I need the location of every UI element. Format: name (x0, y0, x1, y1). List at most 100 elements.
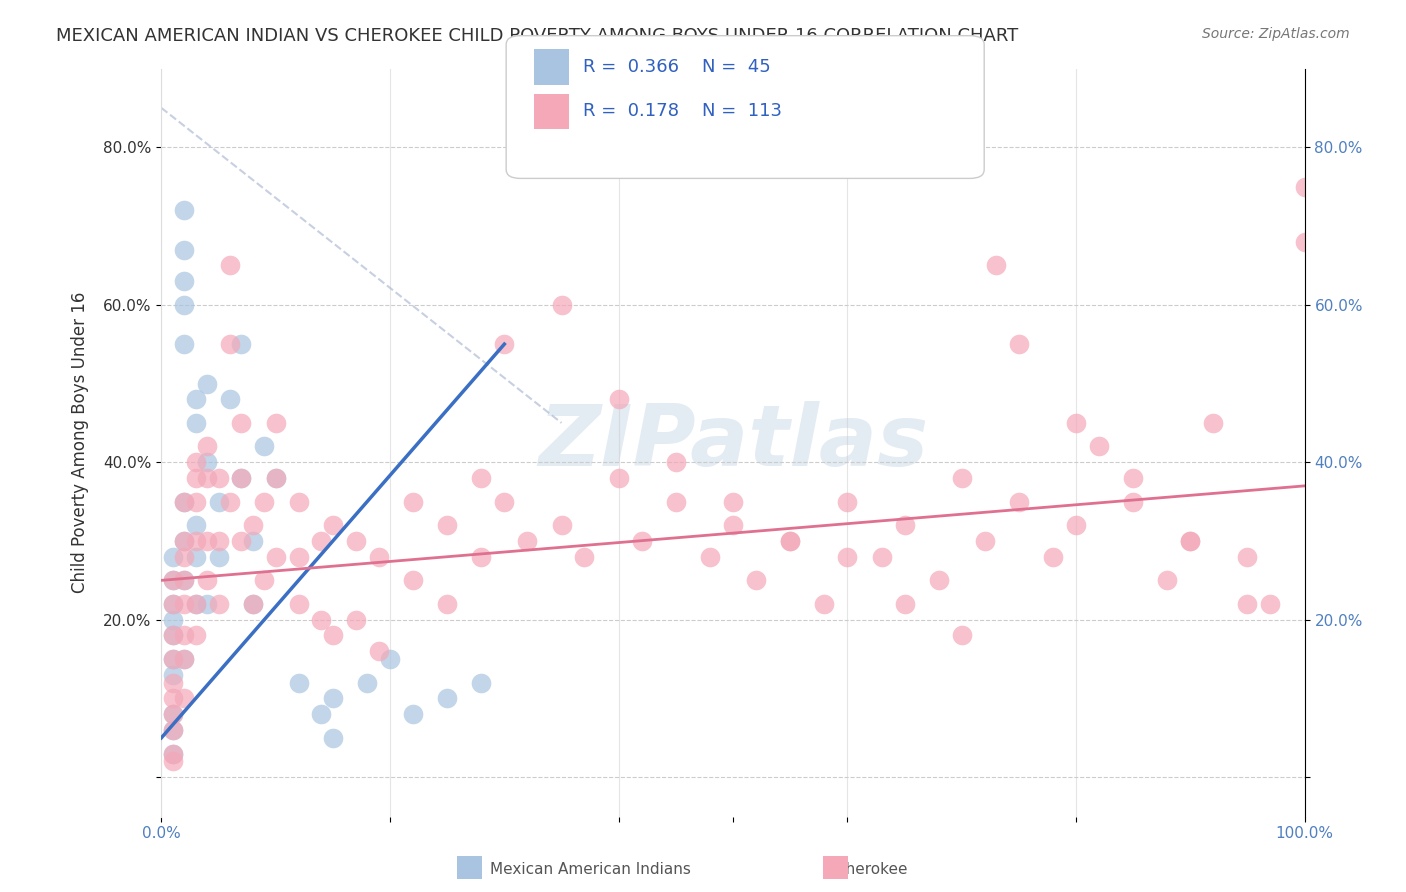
Point (1236, 597, 1258, 611)
Point (402, 494, 425, 508)
Point (367, 644, 389, 658)
Point (195, 533, 218, 548)
Point (837, 549, 859, 564)
Point (173, 298, 195, 312)
Point (162, 613, 184, 627)
Point (950, 471, 973, 485)
Point (173, 574, 195, 588)
Point (184, 549, 207, 564)
Point (1236, 549, 1258, 564)
Point (813, 597, 835, 611)
Point (311, 533, 333, 548)
Point (207, 549, 229, 564)
Text: MEXICAN AMERICAN INDIAN VS CHEROKEE CHILD POVERTY AMONG BOYS UNDER 16 CORRELATIO: MEXICAN AMERICAN INDIAN VS CHEROKEE CHIL… (56, 27, 1018, 45)
Text: R =  0.178    N =  113: R = 0.178 N = 113 (583, 103, 783, 120)
Point (162, 574, 184, 588)
Point (207, 471, 229, 485)
Point (550, 298, 572, 312)
Point (173, 691, 195, 706)
Point (322, 731, 344, 745)
Text: Cherokee: Cherokee (835, 863, 908, 877)
Point (173, 549, 195, 564)
Point (184, 628, 207, 642)
Point (207, 494, 229, 508)
Point (162, 747, 184, 761)
Point (344, 533, 367, 548)
Point (665, 455, 688, 469)
Point (184, 392, 207, 407)
Point (779, 533, 801, 548)
Point (231, 471, 253, 485)
Point (311, 613, 333, 627)
Point (699, 549, 721, 564)
Text: ZIPatlas: ZIPatlas (538, 401, 928, 484)
Point (253, 494, 276, 508)
Point (162, 691, 184, 706)
Point (264, 471, 287, 485)
Point (1202, 416, 1225, 430)
Point (1180, 533, 1202, 548)
Text: Source: ZipAtlas.com: Source: ZipAtlas.com (1202, 27, 1350, 41)
Point (1294, 179, 1316, 194)
Point (242, 533, 264, 548)
Point (344, 613, 367, 627)
Point (322, 691, 344, 706)
Point (287, 675, 309, 690)
Point (184, 597, 207, 611)
Point (402, 574, 425, 588)
Point (322, 628, 344, 642)
Point (253, 574, 276, 588)
Point (173, 533, 195, 548)
Point (378, 652, 401, 666)
Point (162, 628, 184, 642)
Point (162, 652, 184, 666)
Point (494, 337, 516, 351)
Point (195, 455, 218, 469)
Point (184, 416, 207, 430)
Point (1042, 549, 1064, 564)
Point (162, 652, 184, 666)
Point (219, 259, 242, 273)
Point (1122, 471, 1144, 485)
Point (893, 597, 915, 611)
Point (242, 597, 264, 611)
Point (367, 549, 389, 564)
Point (173, 597, 195, 611)
Point (219, 392, 242, 407)
Point (253, 440, 276, 454)
Point (984, 259, 1007, 273)
Point (870, 549, 893, 564)
Point (973, 533, 995, 548)
Point (162, 755, 184, 769)
Point (195, 574, 218, 588)
Point (162, 574, 184, 588)
Text: R =  0.366    N =  45: R = 0.366 N = 45 (583, 58, 772, 76)
Point (721, 518, 744, 533)
Point (162, 628, 184, 642)
Point (173, 628, 195, 642)
Point (264, 549, 287, 564)
Point (287, 494, 309, 508)
Point (207, 533, 229, 548)
Point (219, 337, 242, 351)
Point (162, 597, 184, 611)
Point (173, 494, 195, 508)
Point (837, 494, 859, 508)
Point (242, 597, 264, 611)
Point (1064, 416, 1087, 430)
Point (184, 597, 207, 611)
Point (173, 274, 195, 288)
Point (470, 471, 492, 485)
Point (184, 494, 207, 508)
Point (665, 494, 688, 508)
Point (173, 203, 195, 218)
Point (516, 533, 538, 548)
Point (470, 549, 492, 564)
Point (1260, 597, 1282, 611)
Point (1008, 337, 1031, 351)
Point (162, 707, 184, 722)
Point (173, 243, 195, 257)
Point (1122, 494, 1144, 508)
Point (195, 597, 218, 611)
Point (607, 471, 630, 485)
